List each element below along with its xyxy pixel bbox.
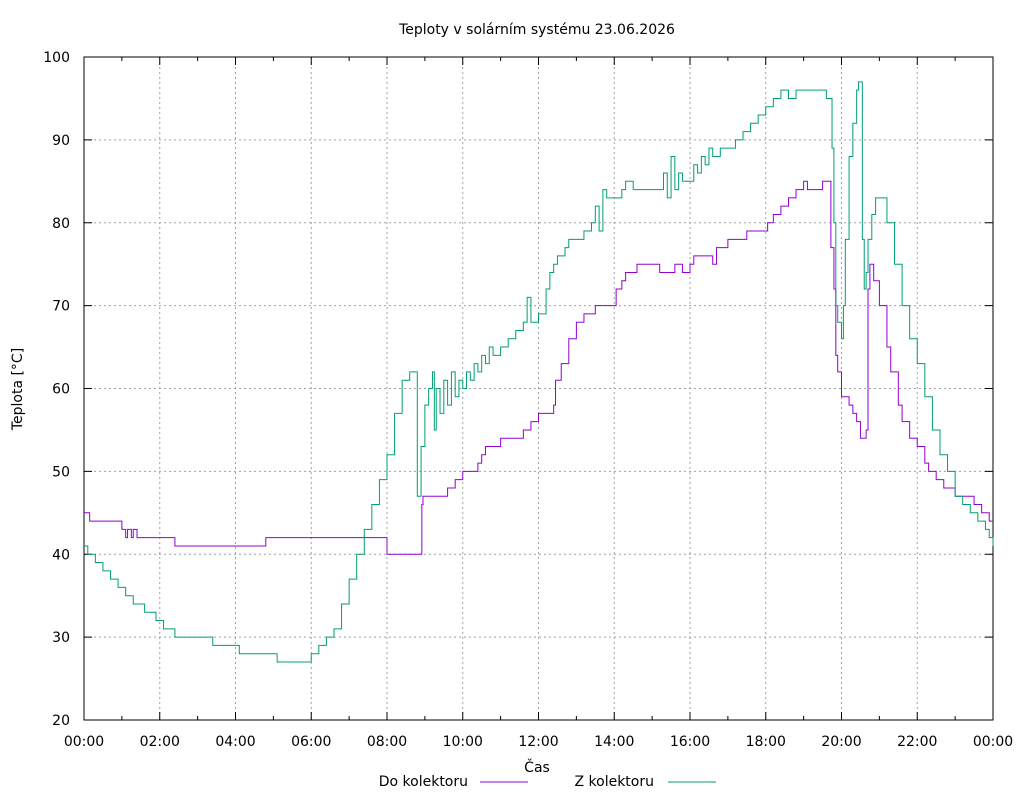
series-line-z-kolektoru: [84, 81, 994, 663]
series-line-do-kolektoru: [84, 180, 993, 555]
y-tick-label: 100: [43, 50, 70, 66]
x-tick-label: 00:00: [64, 734, 104, 750]
grid: [84, 57, 993, 720]
x-tick-label: 06:00: [291, 734, 331, 750]
x-tick-label: 22:00: [897, 734, 937, 750]
x-tick-label: 00:00: [973, 734, 1013, 750]
y-tick-label: 20: [52, 713, 70, 729]
y-tick-label: 30: [52, 630, 70, 646]
x-axis-label: Čas: [524, 758, 550, 776]
x-tick-label: 12:00: [518, 734, 558, 750]
x-tick-label: 16:00: [670, 734, 710, 750]
series-lines: [84, 81, 994, 663]
y-tick-label: 40: [52, 547, 70, 563]
y-tick-label: 80: [52, 216, 70, 232]
axis-ticks: 00:00 02:00 04:00 06:00 08:00 10:00 12:00 14:00…: [43, 50, 1013, 750]
legend-item-do-kolektoru: Do kolektoru: [379, 774, 528, 790]
legend-label-z-kolektoru: Z kolektoru: [574, 774, 654, 790]
y-tick-label: 70: [52, 299, 70, 315]
legend: Do kolektoru Z kolektoru: [379, 774, 716, 790]
legend-item-z-kolektoru: Z kolektoru: [574, 774, 716, 790]
y-tick-label: 50: [52, 464, 70, 480]
x-tick-label: 14:00: [594, 734, 634, 750]
legend-label-do-kolektoru: Do kolektoru: [379, 774, 468, 790]
x-tick-label: 18:00: [746, 734, 786, 750]
chart-title: Teploty v solárním systému 23.06.2026: [398, 22, 675, 38]
x-tick-label: 04:00: [215, 734, 255, 750]
y-axis-label: Teplota [°C]: [10, 348, 26, 431]
y-tick-label: 60: [52, 382, 70, 398]
x-tick-label: 02:00: [140, 734, 180, 750]
x-tick-label: 10:00: [443, 734, 483, 750]
x-tick-label: 08:00: [367, 734, 407, 750]
x-tick-label: 20:00: [821, 734, 861, 750]
y-tick-label: 90: [52, 133, 70, 149]
